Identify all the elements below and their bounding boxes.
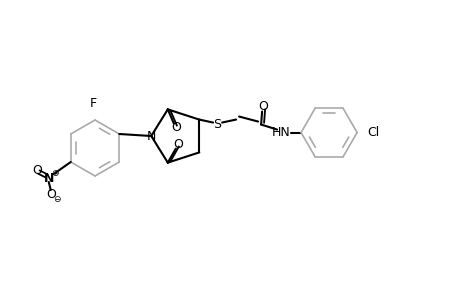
Text: O: O bbox=[173, 138, 182, 151]
Text: O: O bbox=[32, 164, 42, 176]
Text: S: S bbox=[213, 118, 221, 131]
Text: O: O bbox=[257, 100, 268, 113]
Text: HN: HN bbox=[271, 126, 290, 139]
Text: O: O bbox=[170, 121, 180, 134]
Text: N: N bbox=[146, 130, 156, 142]
Text: F: F bbox=[89, 97, 96, 110]
Text: ⊖: ⊖ bbox=[53, 194, 61, 203]
Text: O: O bbox=[46, 188, 56, 200]
Text: N: N bbox=[44, 172, 54, 185]
Text: ⊕: ⊕ bbox=[51, 169, 58, 178]
Text: Cl: Cl bbox=[366, 126, 379, 139]
